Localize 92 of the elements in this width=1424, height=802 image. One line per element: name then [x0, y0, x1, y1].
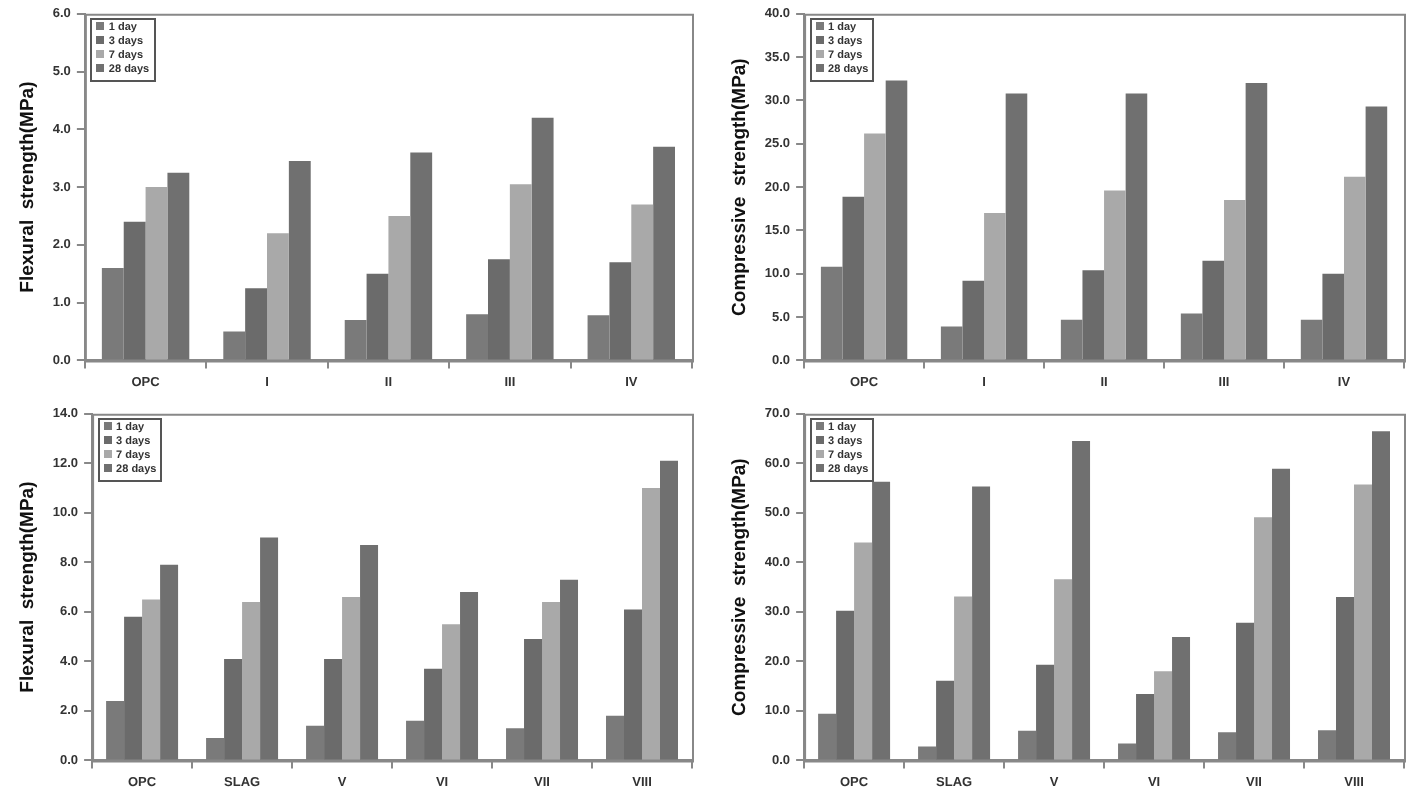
bar [854, 542, 873, 760]
bar [1072, 441, 1091, 760]
bar [167, 172, 190, 360]
bar [864, 133, 886, 360]
bar [1254, 517, 1273, 760]
bar [524, 639, 543, 760]
bar [1082, 270, 1105, 360]
bar [142, 599, 161, 760]
bar [820, 266, 843, 360]
bar [1236, 622, 1255, 760]
bar [818, 713, 837, 760]
bar [442, 624, 461, 760]
bar [410, 152, 433, 360]
bar [1224, 200, 1246, 360]
bar [836, 610, 855, 760]
bar [1336, 597, 1355, 760]
bar [509, 184, 532, 360]
bar [642, 488, 661, 760]
bar [885, 80, 908, 360]
bar [245, 288, 268, 360]
bar [984, 213, 1006, 360]
bar [306, 725, 325, 760]
bar [606, 715, 625, 760]
bar [145, 187, 168, 360]
bar [1005, 93, 1028, 360]
bar [1245, 83, 1268, 360]
bar [260, 537, 279, 760]
bar [344, 319, 367, 360]
bar [1104, 190, 1126, 360]
bar [342, 597, 361, 760]
bar [1318, 730, 1337, 760]
bar [424, 668, 443, 760]
bar [324, 658, 343, 760]
bar [106, 700, 125, 760]
bar [653, 146, 675, 360]
bar [1154, 671, 1173, 760]
bar [206, 738, 225, 760]
bar [160, 564, 179, 760]
bar [1202, 260, 1225, 360]
y-axis-title: Flexural strength(MPa) [16, 81, 39, 293]
bar [531, 117, 554, 360]
bar [1344, 176, 1366, 360]
bar [872, 481, 891, 760]
bar [660, 460, 678, 760]
bar [460, 592, 479, 760]
bar [124, 616, 143, 760]
bar [406, 720, 425, 760]
bar [1365, 106, 1388, 360]
bar [631, 204, 654, 360]
y-axis-title: Flexural strength(MPa) [16, 481, 39, 693]
bar [1218, 732, 1237, 760]
bar [842, 196, 865, 360]
y-axis-title: Compressive strength(MPa) [728, 58, 751, 316]
bar [940, 326, 963, 360]
bar [1180, 313, 1203, 360]
bar [954, 596, 973, 760]
bar [466, 314, 489, 360]
bar [1300, 319, 1323, 360]
bar [560, 579, 579, 760]
bar [360, 545, 379, 760]
bar [1060, 319, 1083, 360]
bar [366, 273, 389, 360]
bar [1036, 664, 1055, 760]
bar [1322, 273, 1345, 360]
bar [1372, 431, 1390, 760]
bar [1125, 93, 1148, 360]
bar [506, 728, 525, 760]
bar [1272, 468, 1291, 760]
bar [918, 746, 937, 760]
bar [101, 267, 124, 360]
bar [224, 658, 243, 760]
bar [936, 680, 955, 760]
bar [242, 601, 261, 760]
bar [609, 262, 632, 360]
y-axis-title: Compressive strength(MPa) [728, 458, 751, 716]
bar [488, 259, 510, 360]
bar [288, 161, 311, 360]
bar [962, 280, 985, 360]
bar [1136, 694, 1155, 760]
bar [587, 315, 610, 360]
bar [1354, 484, 1373, 760]
bar [1018, 730, 1037, 760]
bar [123, 221, 146, 360]
bar [624, 609, 643, 760]
bar [267, 233, 289, 360]
bar [1172, 637, 1191, 760]
bar [388, 215, 411, 360]
bar [1054, 579, 1073, 760]
bar [972, 486, 991, 760]
bar [542, 601, 561, 760]
bar [223, 331, 246, 360]
bar [1118, 743, 1137, 760]
